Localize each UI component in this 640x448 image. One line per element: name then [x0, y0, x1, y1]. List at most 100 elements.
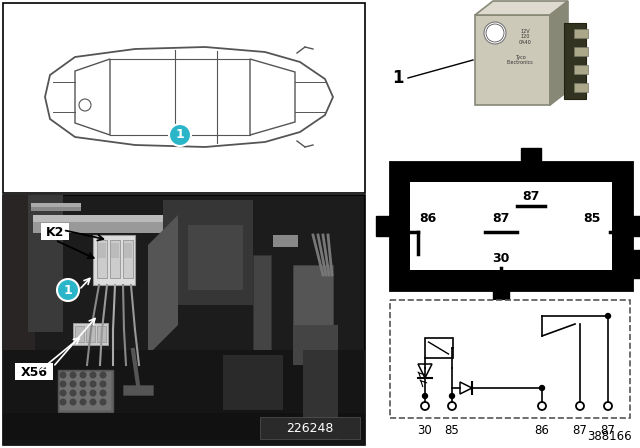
- Text: 1: 1: [63, 284, 72, 297]
- Text: 86: 86: [534, 425, 549, 438]
- Bar: [564, 23, 586, 99]
- Circle shape: [539, 385, 545, 391]
- Bar: [223, 355, 283, 410]
- Bar: [273, 235, 298, 247]
- Bar: [188, 225, 243, 290]
- Circle shape: [79, 399, 86, 405]
- Circle shape: [60, 389, 67, 396]
- Bar: [111, 243, 119, 258]
- Text: 388166: 388166: [588, 430, 632, 443]
- Text: 30: 30: [492, 251, 509, 264]
- Bar: [574, 47, 588, 56]
- Bar: [15, 363, 53, 380]
- Bar: [123, 385, 153, 395]
- Circle shape: [99, 371, 106, 379]
- Bar: [97, 326, 106, 342]
- Circle shape: [484, 22, 506, 44]
- Circle shape: [70, 371, 77, 379]
- Circle shape: [70, 380, 77, 388]
- Bar: [93, 235, 135, 285]
- Circle shape: [99, 389, 106, 396]
- Text: 87: 87: [600, 425, 616, 438]
- Circle shape: [79, 371, 86, 379]
- Circle shape: [576, 402, 584, 410]
- Bar: [375, 3, 637, 158]
- Bar: [253, 255, 271, 395]
- Polygon shape: [550, 1, 568, 105]
- Circle shape: [449, 393, 455, 399]
- Bar: [31, 203, 81, 211]
- Bar: [574, 29, 588, 38]
- Bar: [41, 223, 69, 240]
- Text: K2: K2: [46, 225, 64, 238]
- Bar: [574, 65, 588, 74]
- Text: 12V
120
0A40: 12V 120 0A40: [518, 29, 531, 45]
- Text: 226248: 226248: [286, 422, 333, 435]
- Bar: [410, 182, 612, 270]
- Bar: [33, 215, 173, 233]
- Bar: [303, 350, 338, 440]
- Text: Tyco
Electronics: Tyco Electronics: [507, 55, 533, 65]
- Bar: [3, 195, 365, 445]
- Bar: [28, 195, 63, 332]
- Bar: [390, 300, 630, 418]
- Circle shape: [604, 402, 612, 410]
- Circle shape: [90, 380, 97, 388]
- Circle shape: [70, 399, 77, 405]
- Circle shape: [90, 371, 97, 379]
- Circle shape: [79, 389, 86, 396]
- Bar: [110, 240, 120, 278]
- Bar: [521, 148, 541, 164]
- Circle shape: [60, 399, 67, 405]
- Bar: [390, 162, 632, 290]
- Circle shape: [90, 389, 97, 396]
- Circle shape: [169, 124, 191, 146]
- Bar: [3, 3, 365, 193]
- Circle shape: [538, 402, 546, 410]
- Bar: [260, 417, 360, 439]
- Bar: [73, 323, 108, 345]
- Text: 87: 87: [492, 211, 509, 224]
- Bar: [58, 370, 113, 412]
- Circle shape: [99, 399, 106, 405]
- Bar: [86, 326, 95, 342]
- Bar: [31, 203, 81, 207]
- Text: 85: 85: [583, 211, 601, 224]
- Polygon shape: [475, 1, 568, 15]
- Text: 1: 1: [175, 129, 184, 142]
- Bar: [293, 325, 338, 365]
- Polygon shape: [460, 382, 472, 394]
- Circle shape: [605, 313, 611, 319]
- Circle shape: [79, 380, 86, 388]
- Bar: [630, 216, 640, 236]
- Polygon shape: [148, 215, 178, 355]
- Bar: [97, 240, 107, 278]
- Circle shape: [60, 380, 67, 388]
- Bar: [163, 200, 253, 305]
- Bar: [3, 195, 35, 445]
- Circle shape: [421, 402, 429, 410]
- Bar: [424, 338, 452, 358]
- Circle shape: [60, 371, 67, 379]
- Text: 30: 30: [418, 425, 433, 438]
- Circle shape: [448, 402, 456, 410]
- Bar: [293, 265, 333, 375]
- Circle shape: [70, 389, 77, 396]
- Bar: [75, 326, 84, 342]
- Bar: [123, 240, 133, 278]
- Bar: [33, 215, 173, 222]
- Bar: [475, 15, 550, 105]
- Circle shape: [422, 393, 428, 399]
- Text: 87: 87: [573, 425, 588, 438]
- Text: 87: 87: [522, 190, 540, 202]
- Bar: [574, 83, 588, 92]
- Bar: [630, 250, 640, 278]
- Circle shape: [99, 380, 106, 388]
- Bar: [3, 413, 365, 440]
- Text: 86: 86: [419, 211, 436, 224]
- Text: 85: 85: [445, 425, 460, 438]
- Bar: [60, 372, 111, 410]
- Polygon shape: [418, 364, 432, 378]
- Bar: [493, 288, 509, 302]
- Text: X56: X56: [20, 366, 47, 379]
